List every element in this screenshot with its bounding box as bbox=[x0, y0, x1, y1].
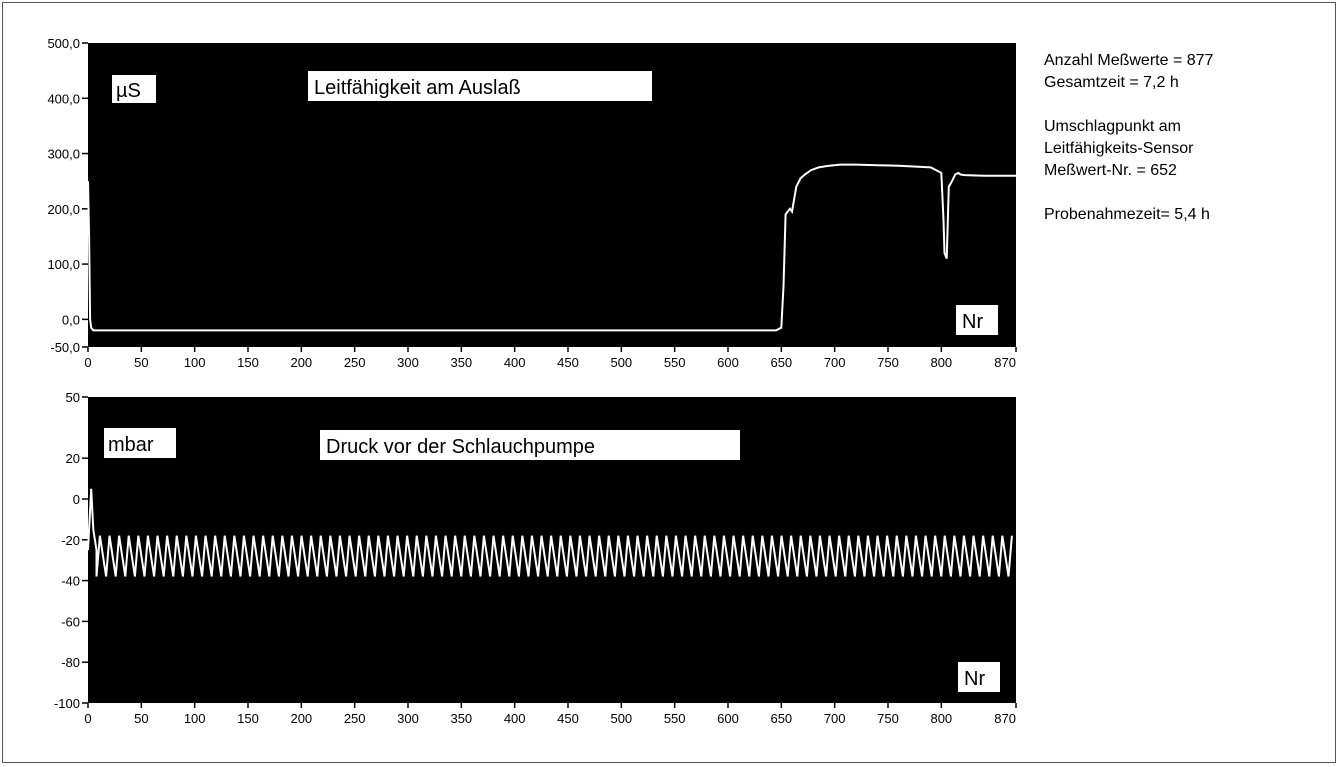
breakthrough-index: Meßwert-Nr. = 652 bbox=[1044, 162, 1177, 179]
pressure-x-tick-label: 350 bbox=[450, 711, 472, 726]
pressure-y-tick-label: 0 bbox=[73, 492, 80, 507]
pressure-unit-box bbox=[104, 428, 176, 458]
conductivity-x-tick-label: 870 bbox=[994, 355, 1016, 370]
pressure-x-tick-label: 400 bbox=[504, 711, 526, 726]
breakthrough-sensor: Leitfähigkeits-Sensor bbox=[1044, 140, 1194, 157]
pressure-x-tick-label: 750 bbox=[877, 711, 899, 726]
pressure-y-tick-label: -40 bbox=[61, 574, 80, 589]
pressure-y-tick-label: -60 bbox=[61, 614, 80, 629]
conductivity-chart: 500,0 400,0 300,0 200,0 100,0 0,0 -50,0 0 50 100… bbox=[47, 36, 1017, 370]
conductivity-x-tick-label: 0 bbox=[84, 355, 91, 370]
breakthrough-info: Umschlagpunkt am Leitfähigkeits-Sensor M… bbox=[1044, 116, 1334, 182]
pressure-x-tick-label: 500 bbox=[610, 711, 632, 726]
pressure-x-tick-label: 50 bbox=[134, 711, 148, 726]
pressure-x-tick-label: 100 bbox=[184, 711, 206, 726]
pressure-series-line bbox=[87, 488, 1013, 577]
conductivity-x-tick-label: 800 bbox=[930, 355, 952, 370]
pressure-xlabel: Nr bbox=[964, 668, 985, 690]
conductivity-y-tick-label: 0,0 bbox=[62, 312, 80, 327]
pressure-xlabel-box bbox=[958, 662, 1000, 692]
conductivity-x-tick-label: 150 bbox=[237, 355, 259, 370]
conductivity-x-tick-label: 750 bbox=[877, 355, 899, 370]
pressure-x-tick-label: 200 bbox=[290, 711, 312, 726]
pressure-y-tick-label: -100 bbox=[54, 696, 80, 711]
conductivity-x-tick-label: 50 bbox=[134, 355, 148, 370]
pressure-unit-label: mbar bbox=[108, 434, 154, 456]
conductivity-unit-box bbox=[112, 75, 156, 103]
conductivity-x-tick-label: 500 bbox=[610, 355, 632, 370]
pressure-x-tick-label: 800 bbox=[930, 711, 952, 726]
pressure-x-tick-label: 450 bbox=[557, 711, 579, 726]
conductivity-x-axis: 0 50 100 150 200 250 300 350 400 450 500 550 600 650 7… bbox=[84, 347, 1017, 370]
conductivity-y-tick-label: 300,0 bbox=[47, 147, 80, 162]
conductivity-unit-label: µS bbox=[116, 80, 141, 102]
conductivity-series-line bbox=[87, 163, 1016, 332]
pressure-x-tick-label: 250 bbox=[344, 711, 366, 726]
pressure-x-tick-label: 550 bbox=[664, 711, 686, 726]
measurement-summary: Anzahl Meßwerte = 877 Gesamtzeit = 7,2 h bbox=[1044, 50, 1334, 94]
pressure-title-box bbox=[320, 430, 740, 460]
pressure-x-tick-label: 650 bbox=[770, 711, 792, 726]
pressure-x-tick-label: 300 bbox=[397, 711, 419, 726]
conductivity-x-tick-label: 100 bbox=[184, 355, 206, 370]
pressure-y-tick-label: -80 bbox=[61, 655, 80, 670]
conductivity-y-tick-label: 200,0 bbox=[47, 202, 80, 217]
conductivity-title-box bbox=[308, 71, 652, 101]
pressure-x-tick-label: 870 bbox=[994, 711, 1016, 726]
pressure-title: Druck vor der Schlauchpumpe bbox=[326, 436, 595, 458]
conductivity-x-tick-label: 200 bbox=[290, 355, 312, 370]
conductivity-y-axis: 500,0 400,0 300,0 200,0 100,0 0,0 -50,0 bbox=[47, 36, 88, 355]
pressure-x-axis: 0 50 100 150 200 250 300 350 400 450 500 550 600 650 7… bbox=[84, 703, 1017, 726]
conductivity-xlabel: Nr bbox=[962, 311, 983, 333]
conductivity-y-tick-label: 100,0 bbox=[47, 257, 80, 272]
conductivity-xlabel-box bbox=[956, 305, 998, 335]
measurement-count: Anzahl Meßwerte = 877 bbox=[1044, 52, 1214, 69]
conductivity-y-tick-label: 500,0 bbox=[47, 36, 80, 51]
conductivity-y-tick-label: -50,0 bbox=[50, 340, 80, 355]
pressure-x-tick-label: 150 bbox=[237, 711, 259, 726]
conductivity-x-tick-label: 400 bbox=[504, 355, 526, 370]
measurement-info-panel: Anzahl Meßwerte = 877 Gesamtzeit = 7,2 h… bbox=[1044, 50, 1334, 248]
conductivity-x-tick-label: 700 bbox=[824, 355, 846, 370]
breakthrough-heading: Umschlagpunkt am bbox=[1044, 118, 1181, 135]
pressure-x-tick-label: 700 bbox=[824, 711, 846, 726]
conductivity-x-tick-label: 250 bbox=[344, 355, 366, 370]
total-time: Gesamtzeit = 7,2 h bbox=[1044, 74, 1179, 91]
conductivity-x-tick-label: 300 bbox=[397, 355, 419, 370]
conductivity-x-tick-label: 450 bbox=[557, 355, 579, 370]
pressure-x-tick-label: 600 bbox=[717, 711, 739, 726]
conductivity-x-tick-label: 650 bbox=[770, 355, 792, 370]
pressure-y-tick-label: 50 bbox=[66, 390, 80, 405]
pressure-y-tick-label: 20 bbox=[66, 451, 80, 466]
pressure-y-axis: 50 20 0 -20 -40 -60 -80 -100 bbox=[54, 390, 88, 711]
pressure-y-tick-label: -20 bbox=[61, 533, 80, 548]
sampling-info: Probenahmezeit= 5,4 h bbox=[1044, 204, 1334, 226]
pressure-x-tick-label: 0 bbox=[84, 711, 91, 726]
conductivity-x-tick-label: 350 bbox=[450, 355, 472, 370]
sampling-time: Probenahmezeit= 5,4 h bbox=[1044, 206, 1210, 223]
conductivity-y-tick-label: 400,0 bbox=[47, 91, 80, 106]
conductivity-x-tick-label: 600 bbox=[717, 355, 739, 370]
conductivity-title: Leitfähigkeit am Auslaß bbox=[314, 77, 521, 99]
conductivity-x-tick-label: 550 bbox=[664, 355, 686, 370]
